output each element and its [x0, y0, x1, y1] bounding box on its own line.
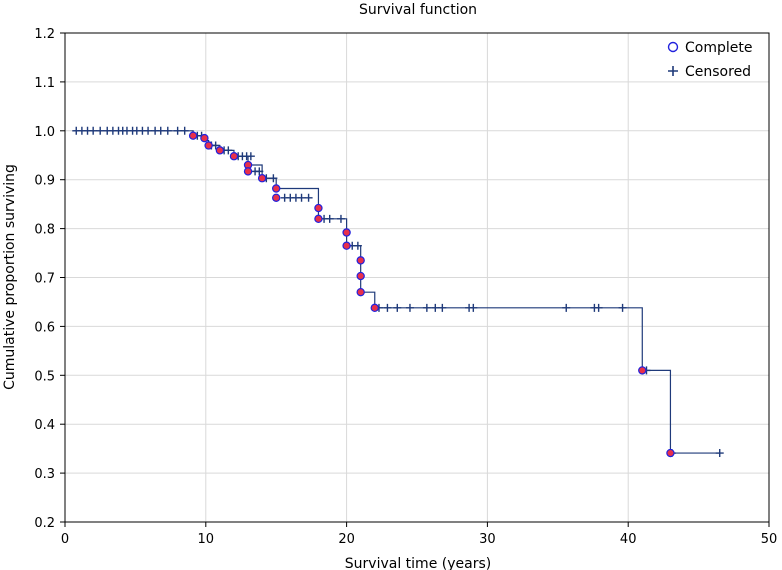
complete-marker	[638, 366, 647, 375]
censored-marker	[211, 141, 220, 150]
censored-marker	[562, 303, 571, 312]
censored-marker	[304, 193, 313, 202]
censored-marker	[144, 126, 153, 135]
complete-marker	[272, 184, 281, 193]
x-tick-label: 0	[61, 532, 69, 547]
y-tick-label: 0.7	[34, 272, 55, 287]
complete-marker	[200, 133, 209, 143]
chart-title: Survival function	[359, 2, 477, 18]
censored-marker	[405, 303, 414, 312]
complete-marker	[356, 287, 365, 297]
censored-marker	[224, 146, 233, 155]
censored-marker	[336, 214, 345, 223]
complete-marker	[229, 152, 239, 161]
censored-marker	[96, 126, 105, 135]
complete-markers	[188, 131, 675, 458]
censored-marker	[297, 193, 306, 202]
y-tick-label: 0.3	[34, 467, 55, 482]
legend: Complete Censored	[667, 40, 752, 80]
censored-marker	[431, 303, 440, 312]
censored-marker	[383, 303, 392, 312]
legend-circle-icon	[667, 41, 679, 53]
tick-layer: 0 10 20 30 40 50 0.2 0.3 0.4 0.5 0.6 0.7 0.8 0.9 1.0 1.…	[34, 27, 777, 547]
complete-marker	[666, 448, 675, 458]
x-tick-label: 30	[479, 532, 496, 547]
y-tick-label: 0.8	[34, 223, 55, 238]
x-tick-label: 40	[620, 532, 637, 547]
y-tick-label: 0.4	[34, 418, 55, 433]
legend-label: Censored	[685, 64, 751, 80]
censored-marker	[393, 303, 402, 312]
censored-marker	[438, 303, 447, 312]
x-tick-label: 20	[338, 532, 355, 547]
y-tick-label: 0.6	[34, 320, 55, 335]
censored-marker	[89, 126, 98, 135]
complete-marker	[204, 141, 213, 150]
complete-marker	[257, 174, 267, 183]
censored-marker	[255, 167, 264, 176]
censored-marker	[325, 214, 334, 223]
censored-marker	[353, 241, 362, 250]
legend-plus-icon	[668, 66, 678, 76]
complete-marker	[188, 131, 198, 140]
censored-marker	[173, 126, 182, 135]
y-tick-label: 0.9	[34, 174, 55, 189]
x-tick-label: 50	[761, 532, 778, 547]
y-tick-label: 0.2	[34, 516, 55, 531]
complete-marker	[356, 271, 365, 281]
complete-marker	[243, 167, 253, 176]
x-axis-label: Survival time (years)	[345, 556, 491, 570]
censored-marker	[180, 126, 189, 135]
y-tick-label: 1.0	[34, 125, 55, 140]
complete-marker	[272, 193, 281, 202]
censored-marker	[715, 449, 724, 458]
censored-marker	[422, 303, 431, 312]
complete-marker	[314, 203, 323, 213]
censored-marker	[156, 126, 165, 135]
y-tick-label: 1.2	[34, 27, 55, 42]
complete-marker	[342, 241, 351, 250]
censored-marker	[163, 126, 172, 135]
x-tick-label: 10	[198, 532, 215, 547]
legend-label: Complete	[685, 40, 752, 56]
complete-marker	[356, 256, 365, 265]
censored-marker	[246, 152, 255, 161]
complete-marker	[370, 303, 379, 313]
complete-marker	[314, 214, 323, 224]
censored-marker	[594, 303, 603, 312]
y-tick-label: 0.5	[34, 369, 55, 384]
censored-marker	[618, 303, 627, 312]
y-tick-label: 1.1	[34, 76, 55, 91]
censored-marker	[469, 303, 478, 312]
censored-marker	[269, 174, 278, 183]
complete-marker	[342, 228, 351, 237]
y-axis-label: Cumulative proportion surviving	[2, 164, 18, 390]
complete-marker	[215, 146, 225, 155]
